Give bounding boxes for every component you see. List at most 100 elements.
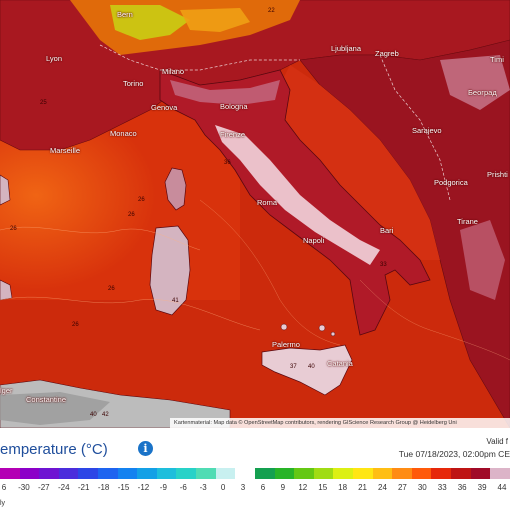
po-valley <box>170 80 280 105</box>
city-label: Bari <box>380 226 394 235</box>
valid-time: Tue 07/18/2023, 02:00pm CE <box>398 449 510 459</box>
info-icon[interactable]: i <box>138 441 153 456</box>
city-label: Roma <box>257 198 278 207</box>
scale-swatch <box>431 468 452 479</box>
scale-tick: -27 <box>38 483 50 492</box>
temperature-value: 37 <box>290 364 297 370</box>
island-sicily <box>261 344 353 396</box>
temperature-value: 25 <box>40 100 47 106</box>
adriatic-sea <box>275 65 440 260</box>
temperature-value: 26 <box>138 197 145 203</box>
scale-tick: -21 <box>77 483 90 492</box>
city-label: Constantine <box>26 395 67 404</box>
city-label: Lyon <box>46 54 62 63</box>
balkan-hot-patches <box>440 55 510 110</box>
scale-swatch <box>392 468 412 479</box>
scale-swatch <box>254 468 275 479</box>
temperature-value: 26 <box>10 226 17 232</box>
legend-title: emperature (°C) <box>0 441 108 458</box>
map-attribution: Kartenmaterial: Map data © OpenStreetMap… <box>170 418 510 428</box>
scale-swatch <box>196 468 216 479</box>
scale-swatch <box>176 468 197 479</box>
alps-peaks-2 <box>180 8 250 32</box>
scale-tick: -6 <box>179 483 187 492</box>
scale-tick: -15 <box>117 483 130 492</box>
scale-swatch <box>98 468 118 479</box>
city-label: Napoli <box>303 236 325 245</box>
scale-tick: 36 <box>457 483 467 492</box>
city-label: Zagreb <box>375 49 399 58</box>
scale-tick: 39 <box>477 483 487 492</box>
city-label: Ljubljana <box>331 44 362 53</box>
scale-tick: 15 <box>318 483 328 492</box>
scale-tick: 18 <box>338 483 348 492</box>
city-label: Torino <box>123 79 144 88</box>
scale-swatch <box>333 468 353 479</box>
island-balearic <box>0 174 11 206</box>
city-label: Београд <box>468 88 497 97</box>
scale-swatch <box>19 468 40 479</box>
city-label: Firenze <box>220 130 246 139</box>
scale-tick: 44 <box>497 483 507 492</box>
scale-tick: 3 <box>240 483 246 492</box>
scale-swatch <box>372 468 393 479</box>
island-sardinia <box>149 225 191 316</box>
scale-swatch <box>490 468 510 479</box>
scale-swatch <box>470 468 491 479</box>
color-scale-bar <box>0 468 510 479</box>
scale-tick: -18 <box>97 483 110 492</box>
scale-ticks: 6 -30 -27 -24 -21 -18 -15 -12 -9 -6 -3 0 3 6 9 12 15 18 21… <box>0 483 510 495</box>
scale-tick: 21 <box>358 483 367 492</box>
temperature-value: 26 <box>72 322 79 328</box>
city-label: Bern <box>117 10 133 19</box>
scale-swatch <box>78 468 99 479</box>
scale-tick: 33 <box>437 483 447 492</box>
city-label: Genova <box>151 103 178 112</box>
scale-swatch <box>58 468 79 479</box>
city-label: Podgorica <box>434 178 468 187</box>
temperature-map[interactable]: Bern Ljubljana Zagreb Timi Lyon Milano Torino Б… <box>0 0 510 428</box>
scale-tick: -30 <box>18 483 30 492</box>
city-label: Timi <box>490 55 504 64</box>
temperature-value: 40 <box>90 412 97 418</box>
scale-tick: 30 <box>417 483 427 492</box>
scale-swatch <box>137 468 157 479</box>
temperature-value: 40 <box>308 364 315 370</box>
temperature-value: 36 <box>224 160 231 166</box>
city-label: Prishti <box>487 170 508 179</box>
city-label: lger <box>0 386 13 395</box>
temperature-value: 26 <box>128 212 135 218</box>
scale-tick: 12 <box>298 483 308 492</box>
scale-swatch <box>294 468 314 479</box>
city-label: Tirane <box>457 217 478 226</box>
temperature-value: 22 <box>268 8 275 14</box>
city-label: Marseille <box>50 146 81 155</box>
scale-tick: -9 <box>159 483 167 492</box>
city-label: Bologna <box>220 102 248 111</box>
city-label: Milano <box>162 67 185 76</box>
scale-tick: -3 <box>199 483 207 492</box>
scale-tick: 6 <box>1 483 7 492</box>
scale-swatch <box>411 468 432 479</box>
apennines-hot <box>215 125 380 265</box>
valid-label: Valid f <box>486 437 508 446</box>
scale-swatch <box>0 468 20 479</box>
temperature-value: 33 <box>380 262 387 268</box>
unit-note: ly <box>0 500 6 507</box>
temperature-value: 26 <box>108 286 115 292</box>
city-label: Catania <box>327 359 353 368</box>
city-label: Sarajevo <box>412 126 442 135</box>
scale-swatch <box>451 468 471 479</box>
scale-swatch <box>313 468 334 479</box>
scale-tick: 6 <box>260 483 266 492</box>
city-label: Palermo <box>272 340 300 349</box>
scale-swatch <box>39 468 59 479</box>
scale-swatch <box>156 468 177 479</box>
scale-tick: 0 <box>220 483 226 492</box>
scale-swatch <box>352 468 373 479</box>
color-scale <box>0 468 510 479</box>
scale-tick: 24 <box>378 483 387 492</box>
scale-tick: 27 <box>397 483 407 492</box>
scale-tick: -24 <box>57 483 70 492</box>
temperature-value: 41 <box>172 298 179 304</box>
